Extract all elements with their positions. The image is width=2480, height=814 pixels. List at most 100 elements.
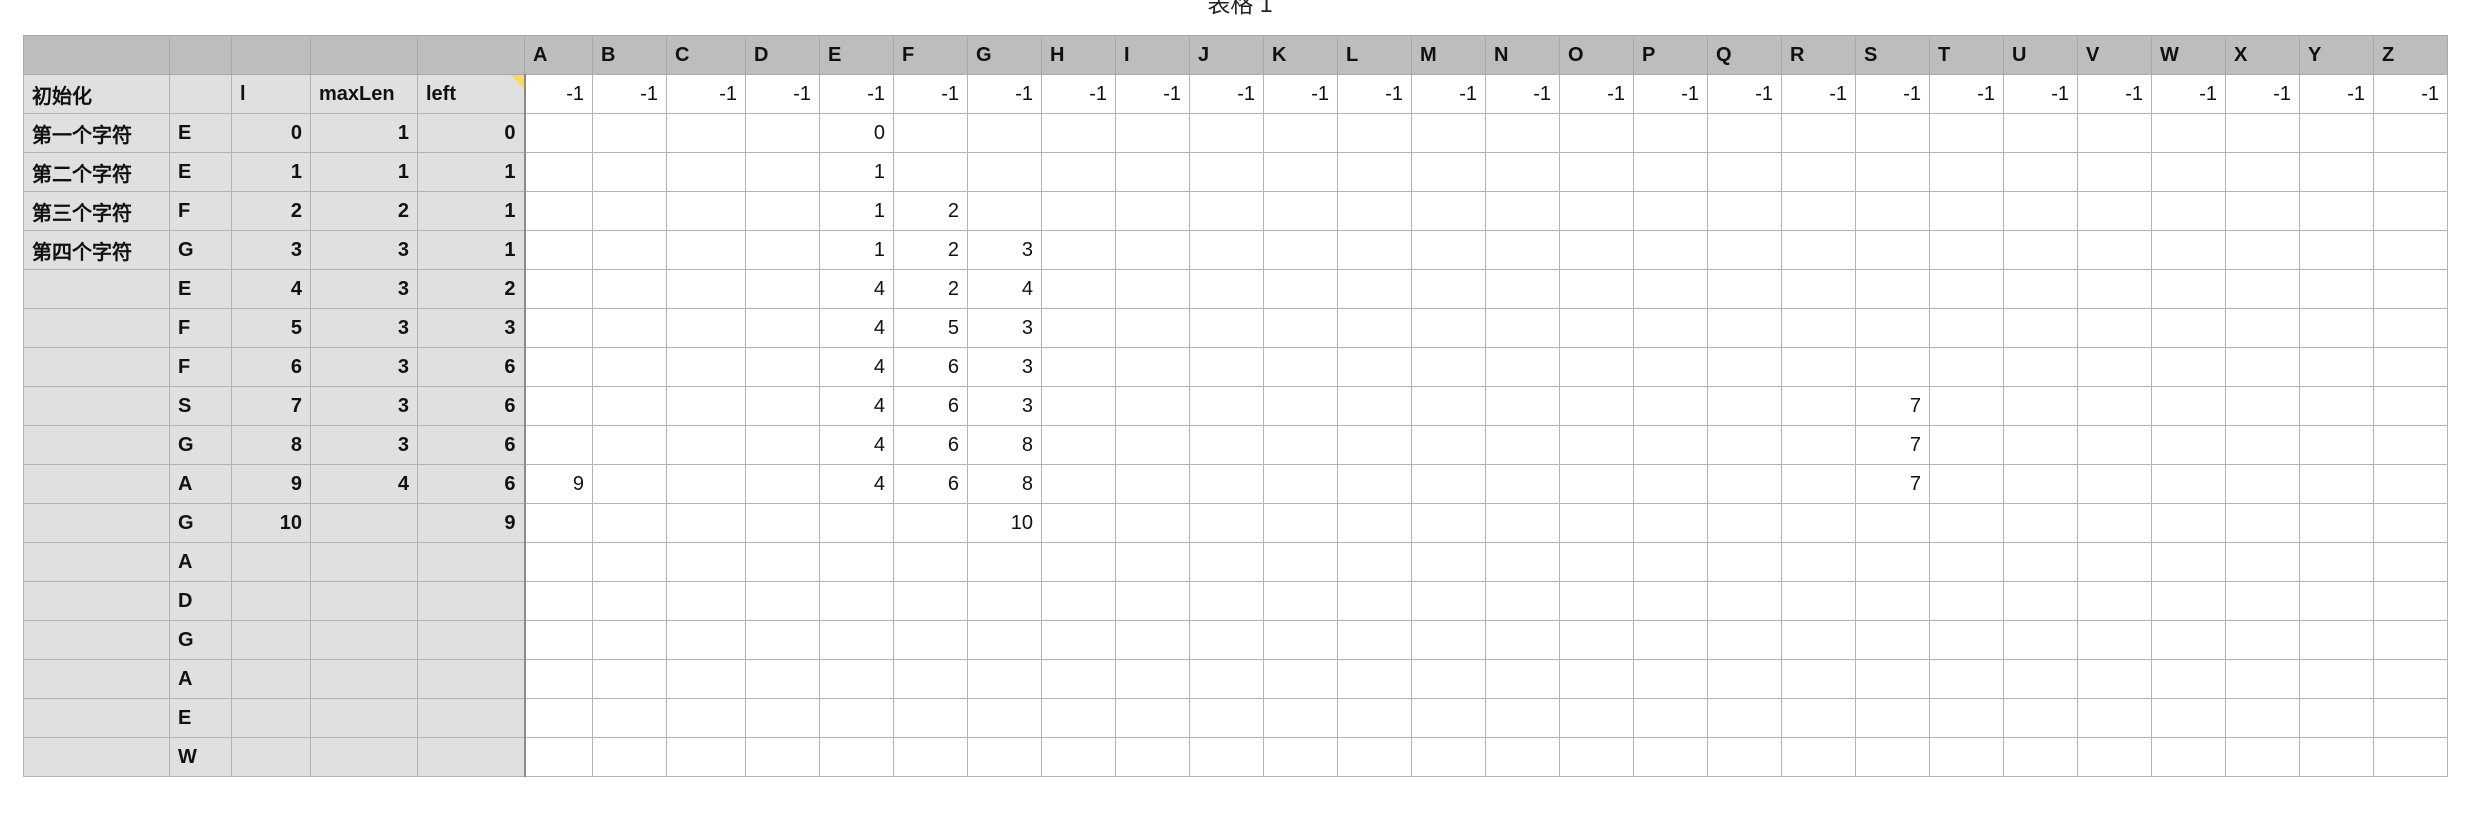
index-cell[interactable]: 2 bbox=[231, 191, 311, 231]
cell-f[interactable]: 6 bbox=[893, 425, 968, 465]
max-len-cell[interactable] bbox=[310, 542, 418, 582]
cell-d[interactable] bbox=[745, 191, 820, 231]
char-cell[interactable]: D bbox=[169, 581, 232, 621]
cell-i[interactable] bbox=[1115, 347, 1190, 387]
column-header-s[interactable]: S bbox=[1855, 35, 1930, 75]
cell-i[interactable] bbox=[1115, 659, 1190, 699]
cell-n[interactable] bbox=[1485, 659, 1560, 699]
cell-x[interactable] bbox=[2225, 191, 2300, 231]
cell-i[interactable] bbox=[1115, 698, 1190, 738]
row-label-cell[interactable] bbox=[23, 659, 170, 699]
cell-c[interactable] bbox=[666, 464, 746, 504]
cell-n[interactable] bbox=[1485, 386, 1560, 426]
char-cell[interactable]: E bbox=[169, 269, 232, 309]
cell-b[interactable] bbox=[592, 581, 667, 621]
cell-o[interactable] bbox=[1559, 620, 1634, 660]
cell-g[interactable]: 4 bbox=[967, 269, 1042, 309]
cell-q[interactable] bbox=[1707, 347, 1782, 387]
cell-d[interactable] bbox=[745, 347, 820, 387]
cell-s[interactable] bbox=[1855, 230, 1930, 270]
cell-c[interactable] bbox=[666, 347, 746, 387]
cell-j[interactable] bbox=[1189, 620, 1264, 660]
cell-j[interactable] bbox=[1189, 152, 1264, 192]
cell-w[interactable] bbox=[2151, 620, 2226, 660]
cell-s[interactable] bbox=[1855, 737, 1930, 777]
cell-e[interactable]: 4 bbox=[819, 425, 894, 465]
cell-m[interactable] bbox=[1411, 425, 1486, 465]
cell-l[interactable] bbox=[1337, 230, 1412, 270]
cell-u[interactable] bbox=[2003, 698, 2078, 738]
cell-z[interactable] bbox=[2373, 308, 2448, 348]
cell-b[interactable] bbox=[592, 191, 667, 231]
cell-p[interactable]: -1 bbox=[1633, 74, 1708, 114]
cell-h[interactable] bbox=[1041, 386, 1116, 426]
cell-b[interactable] bbox=[592, 152, 667, 192]
row-label-cell[interactable]: 第二个字符 bbox=[23, 152, 170, 192]
cell-x[interactable] bbox=[2225, 152, 2300, 192]
cell-m[interactable] bbox=[1411, 698, 1486, 738]
cell-f[interactable] bbox=[893, 152, 968, 192]
left-cell[interactable]: 6 bbox=[417, 464, 526, 504]
cell-v[interactable] bbox=[2077, 386, 2152, 426]
cell-d[interactable] bbox=[745, 230, 820, 270]
header-blank-cell[interactable] bbox=[169, 35, 232, 75]
cell-u[interactable] bbox=[2003, 269, 2078, 309]
cell-n[interactable] bbox=[1485, 113, 1560, 153]
cell-o[interactable] bbox=[1559, 386, 1634, 426]
cell-k[interactable] bbox=[1263, 386, 1338, 426]
cell-m[interactable] bbox=[1411, 152, 1486, 192]
char-cell[interactable]: F bbox=[169, 191, 232, 231]
cell-p[interactable] bbox=[1633, 425, 1708, 465]
row-label-cell[interactable]: 第一个字符 bbox=[23, 113, 170, 153]
char-cell[interactable]: E bbox=[169, 698, 232, 738]
comment-flag-icon[interactable] bbox=[509, 75, 523, 89]
cell-s[interactable] bbox=[1855, 620, 1930, 660]
cell-j[interactable] bbox=[1189, 581, 1264, 621]
cell-z[interactable] bbox=[2373, 620, 2448, 660]
cell-u[interactable] bbox=[2003, 191, 2078, 231]
cell-t[interactable] bbox=[1929, 113, 2004, 153]
cell-r[interactable] bbox=[1781, 503, 1856, 543]
index-cell[interactable]: 8 bbox=[231, 425, 311, 465]
cell-m[interactable]: -1 bbox=[1411, 74, 1486, 114]
header-blank-cell[interactable] bbox=[23, 35, 170, 75]
column-header-v[interactable]: V bbox=[2077, 35, 2152, 75]
cell-k[interactable] bbox=[1263, 308, 1338, 348]
cell-d[interactable] bbox=[745, 581, 820, 621]
column-header-w[interactable]: W bbox=[2151, 35, 2226, 75]
cell-z[interactable] bbox=[2373, 113, 2448, 153]
cell-p[interactable] bbox=[1633, 386, 1708, 426]
cell-w[interactable] bbox=[2151, 386, 2226, 426]
left-cell[interactable]: 6 bbox=[417, 347, 526, 387]
cell-s[interactable] bbox=[1855, 191, 1930, 231]
cell-x[interactable]: -1 bbox=[2225, 74, 2300, 114]
left-cell[interactable] bbox=[417, 542, 526, 582]
cell-e[interactable]: 0 bbox=[819, 113, 894, 153]
cell-l[interactable] bbox=[1337, 542, 1412, 582]
cell-u[interactable] bbox=[2003, 737, 2078, 777]
char-cell[interactable]: E bbox=[169, 113, 232, 153]
cell-r[interactable] bbox=[1781, 464, 1856, 504]
cell-s[interactable] bbox=[1855, 113, 1930, 153]
cell-l[interactable] bbox=[1337, 737, 1412, 777]
cell-p[interactable] bbox=[1633, 464, 1708, 504]
header-blank-cell[interactable] bbox=[310, 35, 418, 75]
cell-i[interactable] bbox=[1115, 737, 1190, 777]
cell-y[interactable] bbox=[2299, 347, 2374, 387]
cell-z[interactable] bbox=[2373, 503, 2448, 543]
cell-e[interactable]: -1 bbox=[819, 74, 894, 114]
char-cell[interactable]: E bbox=[169, 152, 232, 192]
cell-p[interactable] bbox=[1633, 542, 1708, 582]
cell-w[interactable] bbox=[2151, 503, 2226, 543]
cell-u[interactable] bbox=[2003, 113, 2078, 153]
cell-c[interactable] bbox=[666, 386, 746, 426]
cell-v[interactable] bbox=[2077, 581, 2152, 621]
cell-i[interactable]: -1 bbox=[1115, 74, 1190, 114]
row-label-cell[interactable] bbox=[23, 464, 170, 504]
cell-a[interactable] bbox=[524, 230, 593, 270]
cell-e[interactable] bbox=[819, 659, 894, 699]
cell-z[interactable] bbox=[2373, 269, 2448, 309]
cell-n[interactable] bbox=[1485, 230, 1560, 270]
cell-k[interactable] bbox=[1263, 191, 1338, 231]
left-cell[interactable]: 2 bbox=[417, 269, 526, 309]
